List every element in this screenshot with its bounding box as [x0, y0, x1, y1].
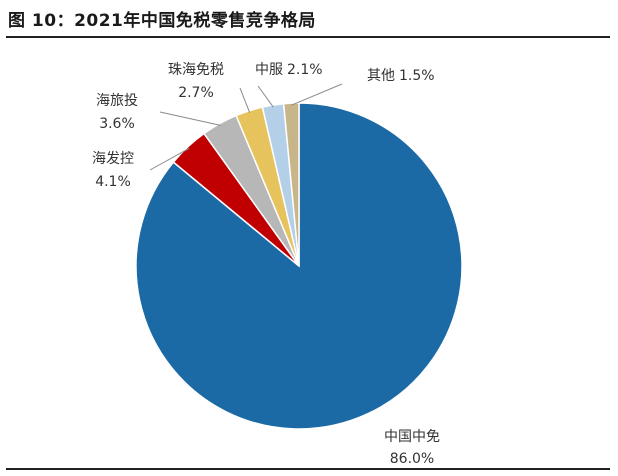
figure-title: 图 10：2021年中国免税零售竞争格局	[8, 11, 316, 31]
pie-slices	[135, 102, 463, 430]
slice-label-qita-value: 1.5%	[399, 68, 435, 84]
top-rule	[6, 36, 610, 38]
leader-lines	[149, 83, 343, 171]
slice-label-hailvtou-name: 海旅投	[96, 93, 138, 109]
leader-line-zhuhaimianshui	[239, 87, 251, 113]
slice-label-haifakong-value: 4.1%	[95, 174, 131, 190]
leader-line-qita	[291, 83, 343, 106]
slice-label-qita-name: 其他	[367, 68, 395, 84]
slice-label-hailvtou-value: 3.6%	[99, 116, 135, 132]
slice-label-zhuhaimianshui-value: 2.7%	[178, 85, 214, 101]
slice-label-zhongfu-value: 2.1%	[287, 62, 323, 78]
slice-label-zhongguozhongmian-value: 86.0%	[390, 451, 434, 467]
leader-line-zhongfu	[257, 85, 274, 108]
slice-label-haifakong-name: 海发控	[92, 151, 134, 167]
leader-line-hailvtou	[159, 111, 221, 126]
slice-label-zhuhaimianshui-name: 珠海免税	[168, 62, 224, 78]
slice-label-zhongfu-name: 中服	[255, 62, 283, 78]
leader-line-haifakong	[149, 147, 190, 171]
bottom-rule	[6, 468, 610, 470]
slice-label-zhongguozhongmian-name: 中国中免	[384, 429, 440, 445]
pie-slice-qita	[282, 102, 300, 267]
